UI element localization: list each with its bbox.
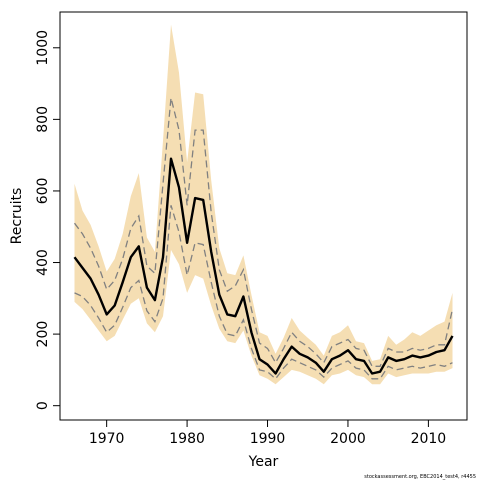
x-axis-title: Year — [248, 454, 279, 470]
footnote: stockassessment.org, EBC2014_test4, r445… — [364, 474, 476, 480]
y-tick-label: 800 — [35, 106, 51, 133]
x-tick-label: 1980 — [169, 431, 205, 447]
y-tick-label: 600 — [35, 178, 51, 205]
x-tick-label: 1990 — [250, 431, 286, 447]
y-tick-label: 1000 — [35, 30, 51, 66]
x-tick-label: 1970 — [89, 431, 125, 447]
upper-quantile-line — [73, 97, 454, 367]
plot-frame — [59, 11, 468, 421]
x-tick-label: 2010 — [411, 431, 447, 447]
y-tick-label: 0 — [35, 401, 51, 410]
y-axis-title: Recruits — [9, 188, 25, 245]
y-tick-label: 200 — [35, 321, 51, 348]
x-tick-label: 2000 — [330, 431, 366, 447]
y-tick-label: 400 — [35, 249, 51, 276]
y-axis: 0 200 400 600 800 1000 — [35, 30, 60, 410]
x-axis: 1970 1980 1990 2000 2010 — [89, 420, 446, 447]
confidence-band — [74, 24, 453, 385]
series-lines — [73, 97, 454, 380]
median-line — [73, 157, 454, 375]
lower-quantile-line — [74, 205, 453, 380]
